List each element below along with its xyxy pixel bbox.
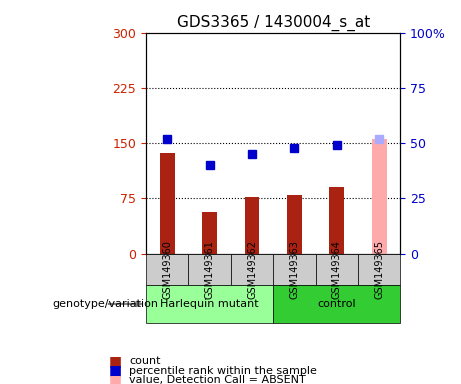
- FancyBboxPatch shape: [146, 254, 189, 285]
- FancyBboxPatch shape: [146, 285, 273, 323]
- Text: GSM149364: GSM149364: [332, 240, 342, 299]
- Text: ■: ■: [109, 373, 122, 384]
- Text: control: control: [318, 299, 356, 309]
- Text: GSM149363: GSM149363: [290, 240, 299, 299]
- Text: ■: ■: [109, 364, 122, 377]
- FancyBboxPatch shape: [231, 254, 273, 285]
- Text: Harlequin mutant: Harlequin mutant: [160, 299, 259, 309]
- Text: ■: ■: [109, 354, 122, 368]
- Text: GSM149360: GSM149360: [162, 240, 172, 299]
- Text: percentile rank within the sample: percentile rank within the sample: [129, 366, 317, 376]
- Bar: [245, 197, 260, 254]
- Bar: [202, 212, 217, 254]
- Text: value, Detection Call = ABSENT: value, Detection Call = ABSENT: [129, 375, 306, 384]
- Text: count: count: [129, 356, 160, 366]
- FancyBboxPatch shape: [189, 254, 231, 285]
- Bar: [287, 195, 302, 254]
- Text: GSM149365: GSM149365: [374, 240, 384, 299]
- Text: GSM149361: GSM149361: [205, 240, 215, 299]
- Title: GDS3365 / 1430004_s_at: GDS3365 / 1430004_s_at: [177, 15, 370, 31]
- Text: genotype/variation: genotype/variation: [53, 299, 159, 309]
- Text: GSM149362: GSM149362: [247, 240, 257, 299]
- Bar: [160, 153, 175, 254]
- FancyBboxPatch shape: [358, 254, 401, 285]
- FancyBboxPatch shape: [273, 285, 401, 323]
- Bar: [329, 187, 344, 254]
- FancyBboxPatch shape: [316, 254, 358, 285]
- Bar: [372, 139, 387, 254]
- FancyBboxPatch shape: [273, 254, 316, 285]
